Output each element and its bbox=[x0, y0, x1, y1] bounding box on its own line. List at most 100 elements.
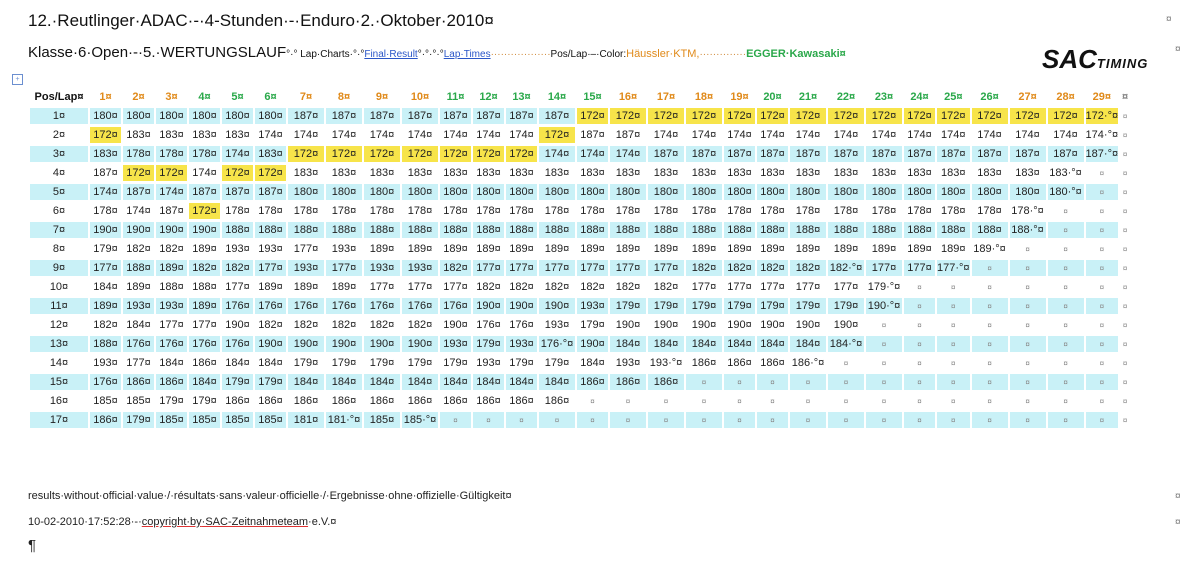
lap-cell: 172¤ bbox=[1047, 108, 1084, 124]
header-lap: 2¤ bbox=[132, 91, 145, 103]
lap-cell: ¤ bbox=[987, 358, 992, 368]
lap-cell: 174¤ bbox=[833, 129, 859, 141]
lap-cell: ¤ bbox=[866, 412, 902, 428]
lap-cell: 190¤ bbox=[364, 336, 400, 352]
lap-cell: 183¤ bbox=[443, 167, 468, 179]
lap-cell: 179¤ bbox=[93, 243, 118, 255]
lap-cell: 179¤ bbox=[473, 336, 504, 352]
lap-cell: ¤ bbox=[937, 412, 970, 428]
lap-cell: 184¤ bbox=[757, 336, 788, 352]
lap-cell: 188¤ bbox=[440, 222, 471, 238]
lap-cell: 185¤ bbox=[93, 395, 118, 407]
lap-cell: 174¤ bbox=[509, 129, 534, 141]
lap-cell: 183¤ bbox=[760, 167, 785, 179]
table-row: 11¤ 189¤ 193¤ 193¤ 189¤ 176¤ 176¤ 176¤ 176¤ 176¤ 1… bbox=[30, 298, 1131, 314]
lap-cell: ¤ bbox=[1063, 320, 1068, 330]
lap-cell: 172¤ bbox=[288, 146, 324, 162]
lap-cell: 188¤ bbox=[971, 222, 1008, 238]
end-mark: ¤ bbox=[1175, 44, 1181, 55]
footer-copyright: 10-02-2010·17:52:28·-·copyright·by·SAC-Z… bbox=[28, 516, 336, 528]
lap-cell: 188·°¤ bbox=[1009, 222, 1046, 238]
lap-cell: 180¤ bbox=[971, 184, 1008, 200]
lap-cell: 172¤ bbox=[866, 108, 902, 124]
lap-cell: 184¤ bbox=[580, 357, 605, 369]
lap-cell: 189¤ bbox=[580, 243, 605, 255]
row-end-mark: ¤ bbox=[1120, 393, 1131, 409]
lap-cell: 189¤ bbox=[407, 243, 433, 255]
lap-cell: 187¤ bbox=[288, 108, 324, 124]
lap-cell: 186¤ bbox=[407, 395, 433, 407]
lap-cell: 189¤ bbox=[871, 243, 897, 255]
lap-cell: 186·°¤ bbox=[791, 357, 825, 369]
lap-times-link[interactable]: Lap·Times bbox=[443, 49, 491, 60]
lap-cell: 174¤ bbox=[90, 184, 121, 200]
position-cell: 8¤ bbox=[52, 243, 66, 255]
lap-cell: ¤ bbox=[971, 374, 1008, 390]
lap-cell: 183¤ bbox=[509, 167, 534, 179]
lap-cell: 186¤ bbox=[90, 412, 121, 428]
lap-cell: 177¤ bbox=[255, 260, 286, 276]
final-result-link[interactable]: Final·Result bbox=[364, 49, 418, 60]
position-cell: 7¤ bbox=[30, 222, 88, 238]
lap-cell: 179¤ bbox=[443, 357, 468, 369]
lap-cell: ¤ bbox=[937, 336, 970, 352]
lap-cell: ¤ bbox=[881, 358, 887, 368]
lap-cell: 186¤ bbox=[760, 357, 785, 369]
lap-cell: ¤ bbox=[1099, 168, 1105, 178]
lap-cell: 188¤ bbox=[159, 281, 184, 293]
lap-cell: 185¤ bbox=[156, 412, 187, 428]
lap-cell: 183¤ bbox=[90, 146, 121, 162]
lap-cell: 176¤ bbox=[255, 298, 286, 314]
lap-cell: 180¤ bbox=[402, 184, 438, 200]
lap-cell: ¤ bbox=[1025, 320, 1030, 330]
lap-cell: 189¤ bbox=[941, 243, 966, 255]
lap-cell: ¤ bbox=[843, 396, 849, 406]
lap-cell: 184¤ bbox=[648, 336, 684, 352]
lap-cell: 174¤ bbox=[192, 167, 217, 179]
lap-cell: 182¤ bbox=[686, 260, 722, 276]
header-lap: 13¤ bbox=[512, 91, 531, 103]
table-anchor-icon[interactable]: + bbox=[12, 74, 23, 85]
lap-cell: 178¤ bbox=[476, 205, 501, 217]
lap-cell: 189¤ bbox=[126, 281, 151, 293]
lap-cell: 189¤ bbox=[907, 243, 932, 255]
lap-cell: 187¤ bbox=[255, 184, 286, 200]
lap-cell: 183¤ bbox=[369, 167, 395, 179]
position-cell: 3¤ bbox=[30, 146, 88, 162]
lap-cell: 176¤ bbox=[90, 374, 121, 390]
lap-cell: ¤ bbox=[539, 412, 575, 428]
lap-cell: ¤ bbox=[610, 412, 646, 428]
lap-cell: 189¤ bbox=[189, 298, 220, 314]
lap-cell: 193¤ bbox=[331, 243, 357, 255]
lap-cell: 188¤ bbox=[255, 222, 286, 238]
lap-cell: 178¤ bbox=[369, 205, 395, 217]
table-row: 3¤ 183¤ 178¤ 178¤ 178¤ 174¤ 183¤ 172¤ 172¤ 172¤ 17… bbox=[30, 146, 1131, 162]
lap-cell: 183¤ bbox=[192, 129, 217, 141]
lap-cell: 179¤ bbox=[222, 374, 253, 390]
lap-cell: 182¤ bbox=[509, 281, 534, 293]
lap-cell: ¤ bbox=[1025, 396, 1030, 406]
lap-cell: 177·°¤ bbox=[937, 260, 970, 276]
lap-cell: 187¤ bbox=[686, 146, 722, 162]
lap-cell: 189¤ bbox=[509, 243, 534, 255]
lap-cell: 179¤ bbox=[509, 357, 534, 369]
table-row: 12¤ 182¤ 184¤ 177¤ 177¤ 190¤ 182¤ 182¤ 182¤ 182¤ 1… bbox=[30, 317, 1131, 333]
lap-cell: 193¤ bbox=[225, 243, 250, 255]
lap-cell: 188¤ bbox=[937, 222, 970, 238]
lap-cell: 174¤ bbox=[610, 146, 646, 162]
row-end-mark: ¤ bbox=[1120, 108, 1131, 124]
lap-cell: 186¤ bbox=[123, 374, 154, 390]
position-cell: 4¤ bbox=[52, 167, 66, 179]
lap-cell: 174¤ bbox=[1015, 129, 1040, 141]
lap-cell: 183¤ bbox=[833, 167, 859, 179]
lap-cell: 178¤ bbox=[653, 205, 679, 217]
lap-cell: 188¤ bbox=[904, 222, 935, 238]
position-cell: 16¤ bbox=[49, 395, 69, 407]
position-cell: 11¤ bbox=[30, 298, 88, 314]
lap-cell: 187¤ bbox=[93, 167, 118, 179]
header-lap: 25¤ bbox=[944, 91, 963, 103]
lap-cell: 184¤ bbox=[364, 374, 400, 390]
lap-cell: 190¤ bbox=[727, 319, 752, 331]
lap-cell: 189¤ bbox=[691, 243, 717, 255]
lap-cell: 187¤ bbox=[440, 108, 471, 124]
